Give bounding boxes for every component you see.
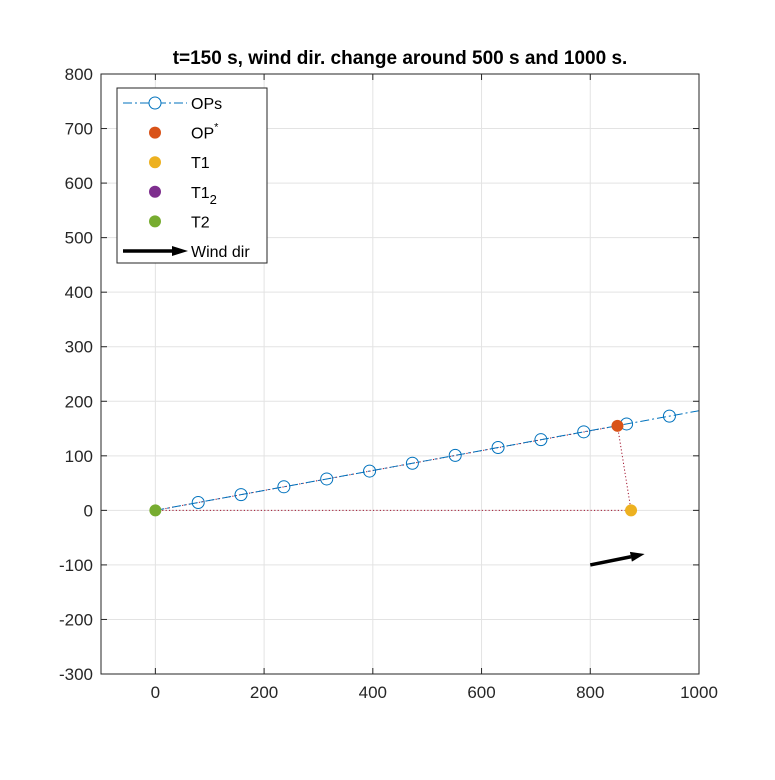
legend-label: T12: [191, 185, 217, 207]
y-tick-label: 400: [65, 283, 93, 302]
data-series: [149, 409, 699, 567]
legend-label-text: OP: [191, 126, 214, 143]
y-tick-label: 500: [65, 229, 93, 248]
dotted-link-line: [616, 425, 632, 511]
legend-t1-marker: [149, 156, 161, 169]
x-tick-label: 800: [576, 683, 604, 702]
y-tick-label: 200: [65, 392, 93, 411]
legend-label-subscript: 2: [210, 192, 217, 207]
legend-label: Wind dir: [191, 244, 250, 261]
legend-label: T2: [191, 214, 210, 231]
ops-point: [363, 464, 377, 478]
ops-point: [277, 480, 291, 494]
y-tick-label: 300: [65, 338, 93, 357]
legend-label: OPs: [191, 96, 222, 113]
legend-label-superscript: *: [214, 122, 219, 134]
legend-t1_2-marker: [149, 185, 161, 198]
legend-label-text: Wind dir: [191, 244, 250, 261]
wind-arrow-shaft: [589, 555, 632, 567]
legend-label-text: T1: [191, 185, 210, 202]
x-tick-label: 400: [359, 683, 387, 702]
ops-point: [534, 433, 548, 447]
wind-arrow-head: [629, 551, 645, 562]
y-tick-label: 700: [65, 120, 93, 139]
ops-point: [320, 472, 334, 486]
y-tick-label: -100: [59, 556, 93, 575]
legend-label-text: T2: [191, 214, 210, 231]
y-tick-label: -200: [59, 610, 93, 629]
ops-point: [191, 496, 205, 510]
ops-series-line: [155, 410, 699, 511]
legend-t2-marker: [149, 215, 161, 228]
x-tick-label: 0: [151, 683, 160, 702]
legend-label: OP*: [191, 122, 219, 143]
y-tick-label: 600: [65, 174, 93, 193]
x-tick-label: 200: [250, 683, 278, 702]
legend-op_star-marker: [149, 126, 161, 139]
y-tick-label: -300: [59, 665, 93, 684]
legend-label: T1: [191, 155, 210, 172]
x-tick-label: 600: [467, 683, 495, 702]
ops-point: [448, 448, 462, 462]
t2-point: [149, 504, 162, 517]
ops-point: [405, 456, 419, 470]
legend-label-text: OPs: [191, 96, 222, 113]
ops-point: [234, 488, 248, 502]
legend-box: [116, 87, 268, 264]
chart-title: t=150 s, wind dir. change around 500 s a…: [173, 48, 628, 69]
axes-box: [100, 73, 700, 675]
y-tick-label: 0: [84, 501, 93, 520]
t1-point: [625, 504, 638, 517]
op-star-point: [611, 419, 624, 432]
ops-point: [491, 441, 505, 455]
legend-label-text: T1: [191, 155, 210, 172]
legend-ops-marker: [148, 96, 162, 110]
y-tick-label: 100: [65, 447, 93, 466]
ops-point: [577, 425, 591, 439]
y-tick-label: 800: [65, 65, 93, 84]
ops-point: [662, 409, 676, 423]
ticks: 0 200 400 600 800 1000 -300 -200 -100 0 100 200 300 4…: [59, 65, 718, 702]
legend-wind-head: [172, 246, 188, 256]
x-tick-label: 1000: [680, 683, 718, 702]
